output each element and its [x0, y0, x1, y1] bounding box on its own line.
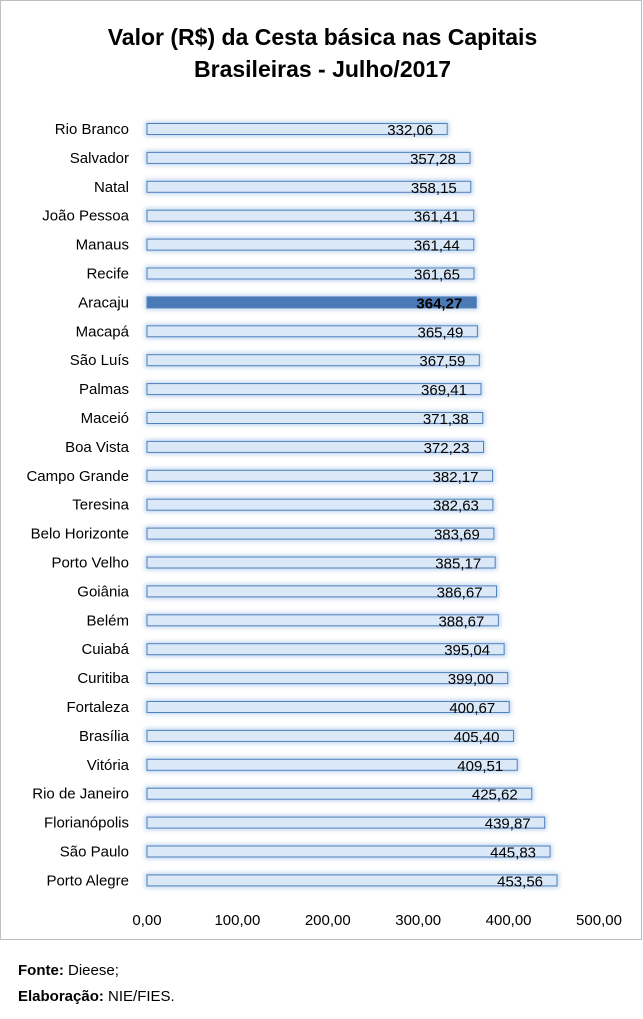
- category-label: Salvador: [70, 150, 129, 167]
- value-label: 364,27: [416, 295, 462, 312]
- category-label: João Pessoa: [42, 208, 129, 225]
- x-tick-label: 400,00: [486, 912, 532, 929]
- value-label: 453,56: [497, 873, 543, 890]
- category-label: São Paulo: [60, 844, 129, 861]
- x-tick-label: 100,00: [214, 912, 260, 929]
- bar: [146, 238, 475, 251]
- value-label: 395,04: [444, 642, 490, 659]
- category-label: Cuiabá: [81, 641, 129, 658]
- value-label: 361,44: [414, 238, 460, 255]
- category-label: Brasília: [79, 728, 130, 745]
- value-label: 367,59: [419, 353, 465, 370]
- value-label: 385,17: [435, 556, 481, 573]
- bar: [146, 585, 498, 598]
- credit-line: Elaboração: NIE/FIES.: [18, 984, 175, 1010]
- category-label: Curitiba: [77, 670, 129, 687]
- category-label: São Luís: [70, 352, 129, 369]
- bar: [146, 209, 475, 222]
- chart-frame: Valor (R$) da Cesta básica nas Capitais …: [0, 0, 642, 940]
- bar: [146, 816, 546, 829]
- bar: [146, 267, 475, 280]
- bar: [146, 180, 472, 193]
- category-label: Rio Branco: [55, 121, 129, 138]
- category-label: Fortaleza: [66, 699, 129, 716]
- category-label: Boa Vista: [65, 439, 130, 456]
- category-label: Palmas: [79, 381, 129, 398]
- value-label: 382,17: [433, 469, 479, 486]
- value-label: 399,00: [448, 671, 494, 688]
- value-label: 372,23: [424, 440, 470, 457]
- value-label: 371,38: [423, 411, 469, 428]
- category-label: Vitória: [87, 757, 130, 774]
- category-label: Aracaju: [78, 294, 129, 311]
- value-label: 383,69: [434, 527, 480, 544]
- bar: [146, 383, 482, 396]
- value-label: 445,83: [490, 845, 536, 862]
- chart-title-line-1: Valor (R$) da Cesta básica nas Capitais: [107, 24, 538, 50]
- value-label: 332,06: [387, 122, 433, 139]
- bar-chart: Rio Branco 332,06 Salvador 357,28 Natal 358,1…: [26, 121, 622, 929]
- value-label: 386,67: [437, 584, 483, 601]
- category-label: Florianópolis: [44, 815, 129, 832]
- bar: [146, 701, 510, 713]
- source-value: Dieese;: [63, 962, 119, 979]
- value-label: 400,67: [449, 700, 495, 717]
- category-label: Belo Horizonte: [31, 526, 129, 543]
- bar: [146, 325, 478, 338]
- bar: [146, 556, 496, 569]
- bar: [146, 498, 494, 511]
- bar: [146, 412, 484, 424]
- credit-label: Elaboração:: [18, 988, 104, 1005]
- category-label: Belém: [86, 612, 129, 629]
- category-label: Porto Velho: [51, 555, 129, 572]
- category-label: Recife: [86, 266, 129, 283]
- source-line: Fonte: Dieese;: [18, 958, 175, 984]
- bar: [146, 354, 480, 367]
- value-label: 439,87: [485, 816, 531, 833]
- category-label: Goiânia: [77, 583, 129, 600]
- bar: [146, 874, 558, 887]
- category-label: Campo Grande: [26, 468, 129, 485]
- category-label: Rio de Janeiro: [32, 786, 129, 803]
- value-label: 388,67: [438, 613, 484, 630]
- value-label: 365,49: [418, 324, 464, 341]
- bar: [146, 672, 509, 685]
- chart-title: Valor (R$) da Cesta básica nas Capitais …: [1, 21, 643, 85]
- value-label: 369,41: [421, 382, 467, 399]
- category-label: Natal: [94, 179, 129, 196]
- category-label: Teresina: [72, 497, 129, 514]
- x-tick-label: 200,00: [305, 912, 351, 929]
- x-tick-label: 500,00: [576, 912, 622, 929]
- category-label: Manaus: [76, 237, 129, 254]
- bar: [146, 440, 484, 453]
- category-label: Maceió: [81, 410, 129, 427]
- source-label: Fonte:: [18, 962, 64, 979]
- category-label: Porto Alegre: [46, 872, 129, 889]
- credit-value: NIE/FIES.: [103, 988, 175, 1005]
- value-label: 425,62: [472, 787, 518, 804]
- category-label: Macapá: [76, 323, 130, 340]
- bar: [146, 151, 471, 164]
- bar: [146, 614, 499, 627]
- bar: [146, 758, 518, 771]
- value-label: 361,65: [414, 267, 460, 284]
- bar: [146, 787, 533, 800]
- bar-highlight: [146, 296, 477, 309]
- bar: [146, 527, 495, 540]
- x-tick-label: 300,00: [395, 912, 441, 929]
- value-label: 409,51: [457, 758, 503, 775]
- bar: [146, 469, 493, 482]
- value-label: 357,28: [410, 151, 456, 168]
- bar: [146, 729, 514, 742]
- value-label: 361,41: [414, 209, 460, 226]
- chart-title-line-2: Brasileiras - Julho/2017: [194, 56, 451, 82]
- value-label: 382,63: [433, 498, 479, 515]
- x-tick-label: 0,00: [132, 912, 161, 929]
- bar: [146, 845, 551, 858]
- chart-footer: Fonte: Dieese; Elaboração: NIE/FIES.: [18, 958, 175, 1010]
- value-label: 405,40: [454, 729, 500, 746]
- bar: [146, 643, 505, 656]
- bar: [146, 123, 448, 135]
- value-label: 358,15: [411, 180, 457, 197]
